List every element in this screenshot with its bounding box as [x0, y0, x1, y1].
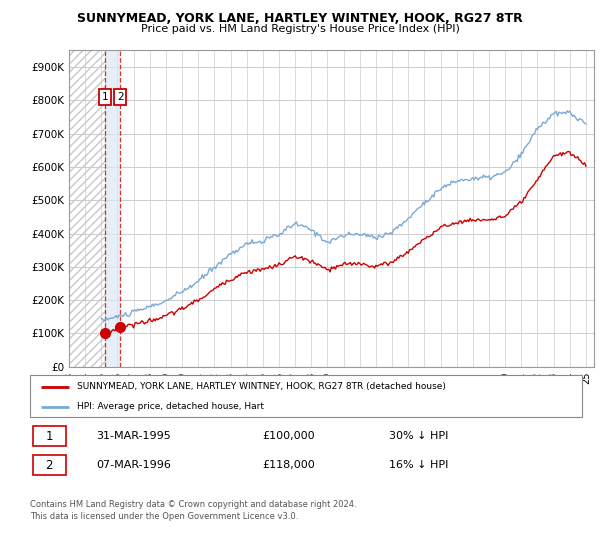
- Text: HPI: Average price, detached house, Hart: HPI: Average price, detached house, Hart: [77, 402, 264, 411]
- FancyBboxPatch shape: [33, 426, 66, 446]
- Text: SUNNYMEAD, YORK LANE, HARTLEY WINTNEY, HOOK, RG27 8TR: SUNNYMEAD, YORK LANE, HARTLEY WINTNEY, H…: [77, 12, 523, 25]
- Bar: [106, 50, 120, 367]
- Text: £100,000: £100,000: [262, 431, 314, 441]
- Text: 1: 1: [46, 430, 53, 443]
- Text: £118,000: £118,000: [262, 460, 314, 470]
- Bar: [69, 50, 106, 367]
- FancyBboxPatch shape: [33, 455, 66, 475]
- Text: SUNNYMEAD, YORK LANE, HARTLEY WINTNEY, HOOK, RG27 8TR (detached house): SUNNYMEAD, YORK LANE, HARTLEY WINTNEY, H…: [77, 382, 446, 391]
- Text: Price paid vs. HM Land Registry's House Price Index (HPI): Price paid vs. HM Land Registry's House …: [140, 24, 460, 34]
- Text: Contains HM Land Registry data © Crown copyright and database right 2024.
This d: Contains HM Land Registry data © Crown c…: [30, 500, 356, 521]
- Text: 07-MAR-1996: 07-MAR-1996: [96, 460, 171, 470]
- Text: 30% ↓ HPI: 30% ↓ HPI: [389, 431, 448, 441]
- Text: 2: 2: [117, 92, 124, 102]
- FancyBboxPatch shape: [30, 375, 582, 417]
- Text: 31-MAR-1995: 31-MAR-1995: [96, 431, 171, 441]
- Text: 16% ↓ HPI: 16% ↓ HPI: [389, 460, 448, 470]
- Text: 1: 1: [102, 92, 109, 102]
- Text: 2: 2: [46, 459, 53, 472]
